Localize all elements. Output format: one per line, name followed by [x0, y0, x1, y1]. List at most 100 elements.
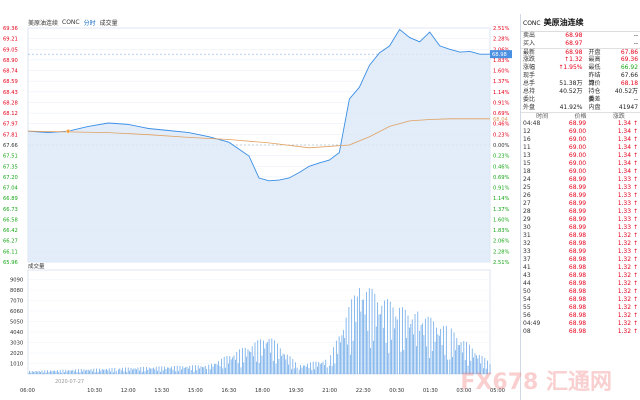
tick-time: 31: [523, 232, 531, 239]
tick-row: 55 68.98 1.32 ↑: [521, 304, 640, 312]
tick-time: 25: [523, 184, 531, 191]
quote-value-2: 66.92: [620, 64, 639, 71]
percent-tick-label: 2.51%: [493, 260, 510, 266]
quote-row: 总手 51.38万 均价 68.18: [521, 80, 640, 88]
watermark-logo: FX678 汇通网: [460, 370, 612, 395]
price-tick-label: 67.66: [3, 143, 18, 149]
quote-label: 买入: [523, 40, 536, 47]
tick-row: 13 69.00 1.34 ↑: [521, 152, 640, 160]
tick-change: 1.32 ↑: [617, 240, 638, 247]
price-line: [27, 28, 490, 182]
tab-intraday[interactable]: 分时: [83, 20, 96, 27]
price-volume-chart: 69.36 2.51% 69.21 2.28% 69.05 2.06% 68.90 1.83%…: [3, 26, 512, 394]
tick-change: 1.32 ↑: [617, 264, 638, 271]
volume-plot-frame: [27, 269, 491, 375]
percent-tick-label: 0.23%: [493, 132, 510, 138]
quote-row: 总持 40.52万 持仓差 40.52万: [521, 88, 640, 103]
quote-label: 最新: [523, 49, 536, 56]
quote-label-2: 最低: [588, 64, 601, 71]
tick-change: 1.34 ↑: [617, 136, 638, 143]
percent-tick-label: 1.60%: [493, 217, 510, 223]
tick-change: 1.32 ↑: [617, 280, 638, 287]
quote-value-2: 67.86: [620, 49, 639, 56]
time-tick-label: 19:30: [289, 388, 304, 394]
tick-change: 1.33 ↑: [617, 216, 638, 223]
price-tick-label: 65.96: [3, 260, 18, 266]
tick-header-time: 时间: [536, 113, 549, 120]
percent-tick-label: 1.83%: [493, 58, 510, 64]
quote-row: 涨幅 ↑1.95% 最低 66.92: [521, 64, 640, 72]
tick-price: 68.99: [568, 248, 587, 255]
percent-tick-label: 2.28%: [493, 249, 510, 255]
tick-header-change: 涨跌: [612, 113, 625, 120]
tick-price: 68.99: [568, 208, 587, 215]
tick-change: 1.33 ↑: [617, 224, 638, 231]
quote-row: 最新 68.98 开盘 67.86: [521, 48, 640, 56]
tick-time: 16: [523, 136, 531, 143]
quote-label: 卖出: [523, 32, 536, 39]
price-tick-label: 69.21: [3, 37, 18, 43]
tick-row: 04:49 68.98 1.32 ↑: [521, 320, 640, 328]
quote-value-2: 67.66: [620, 72, 639, 79]
time-tick-label: 18:00: [255, 388, 270, 394]
quote-row: 买入 68.97 --: [521, 40, 640, 48]
tick-change: 1.32 ↑: [617, 304, 638, 311]
tick-change: 1.33 ↑: [617, 200, 638, 207]
tick-time: 24: [523, 176, 531, 183]
tick-price: 68.99: [568, 200, 587, 207]
tick-change: 1.34 ↑: [617, 128, 638, 135]
tick-row: 04:48 68.99 1.34 ↑: [521, 120, 640, 128]
tick-row: 31 68.98 1.32 ↑: [521, 232, 640, 240]
price-tick-label: 68.59: [3, 79, 18, 85]
price-tick-label: 69.05: [3, 47, 18, 53]
price-tick-label: 67.20: [3, 175, 18, 181]
tick-row: 44 68.98 1.32 ↑: [521, 280, 640, 288]
quote-value: [541, 96, 583, 104]
tick-price: 69.00: [568, 168, 587, 175]
chart-header: 美原油连续 CONC 分时 成交量: [28, 18, 118, 27]
tick-change: 1.33 ↑: [617, 192, 638, 199]
percent-tick-label: 0.91%: [493, 186, 510, 192]
quote-value-2: --: [633, 96, 639, 103]
tick-change: 1.34 ↑: [617, 144, 638, 151]
percent-tick-label: 0.91%: [493, 100, 510, 106]
tick-time: 37: [523, 256, 531, 263]
tick-price: 69.00: [568, 128, 587, 135]
tab-volume[interactable]: 成交量: [99, 20, 118, 27]
percent-tick-label: 1.37%: [493, 79, 510, 85]
percent-tick-label: 1.60%: [493, 69, 510, 75]
tick-time: 27: [523, 200, 531, 207]
percent-tick-label: 1.14%: [493, 90, 510, 96]
tick-row: 18 69.00 1.34 ↑: [521, 168, 640, 176]
quote-label-2: [582, 32, 604, 40]
tick-change: 1.34 ↑: [617, 168, 638, 175]
tick-price: 68.99: [568, 176, 587, 183]
volume-tick-label: 2020: [10, 351, 23, 357]
tick-time: 13: [523, 152, 531, 159]
tick-row: 24 68.99 1.33 ↑: [521, 176, 640, 184]
volume-tick-label: 6060: [10, 309, 23, 315]
time-tick-label: 10:30: [87, 388, 102, 394]
volume-tick-label: 9090: [10, 277, 23, 283]
tick-time: 41: [523, 264, 531, 271]
price-tick-label: 66.11: [3, 249, 18, 255]
tick-row: 12 69.00 1.34 ↑: [521, 128, 640, 136]
tick-price: 68.98: [568, 328, 587, 335]
quote-label-2: 持仓差: [588, 88, 601, 103]
volume-tick-label: 7070: [10, 298, 23, 304]
quote-label-2: 均价: [588, 80, 601, 87]
quote-row: 委比 委差 --: [521, 96, 640, 104]
tick-list[interactable]: 04:48 68.99 1.34 ↑ 12 69.00 1.34 ↑ 16 69.00 1.34…: [521, 120, 640, 336]
avg-price-tag: 68.04: [493, 117, 509, 123]
tick-row: 43 68.98 1.32 ↑: [521, 272, 640, 280]
quote-label-2: 内盘: [588, 104, 601, 111]
tick-time: 44: [523, 280, 531, 287]
quote-value: 41.92%: [559, 104, 583, 111]
price-tick-label: 67.35: [3, 164, 18, 170]
tick-price: 69.00: [568, 160, 587, 167]
tick-time: 55: [523, 304, 531, 311]
intraday-chart-area[interactable]: 美原油连续 CONC 分时 成交量 69.36 2.51% 69.21 2.28% 69…: [0, 0, 520, 400]
tick-price: 68.98: [568, 288, 587, 295]
tick-price: 68.98: [568, 232, 587, 239]
tick-row: 30 68.99 1.33 ↑: [521, 224, 640, 232]
